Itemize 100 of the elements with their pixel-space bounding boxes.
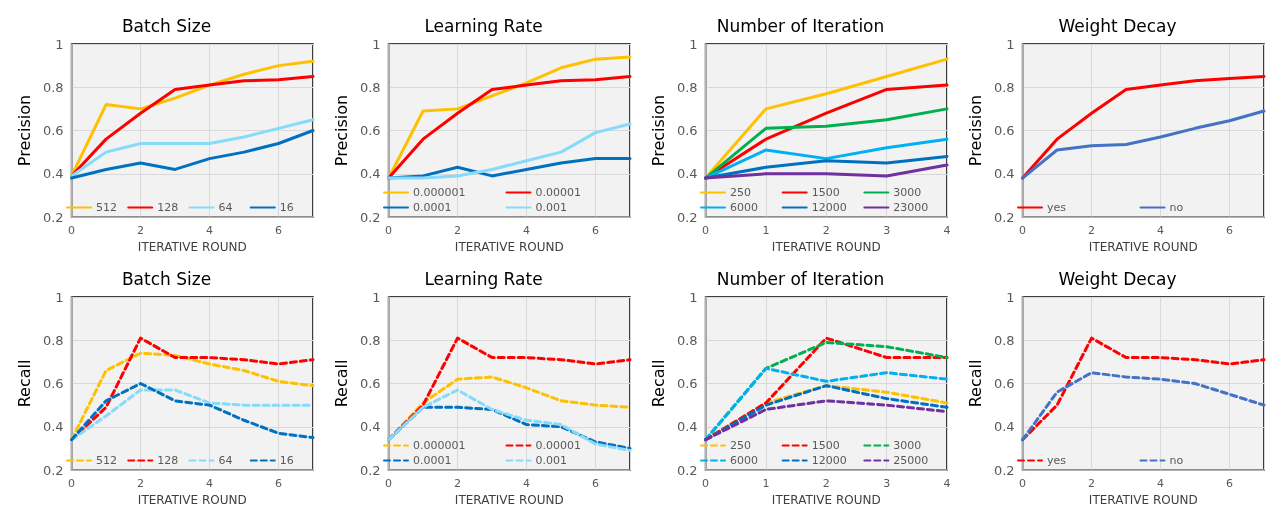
line-series <box>387 122 632 180</box>
y-axis-title: Precision <box>648 94 668 167</box>
legend-label: 12000 <box>811 454 847 467</box>
x-tick-label: 6 <box>592 224 600 237</box>
y-tick-label: 0.6 <box>359 376 381 391</box>
x-tick-label: 0 <box>1019 477 1027 490</box>
legend-label: no <box>1169 454 1184 467</box>
x-tick-label: 6 <box>275 477 283 490</box>
legend-label: 6000 <box>730 454 758 467</box>
x-tick-label: 0 <box>68 477 76 490</box>
line-series <box>704 154 949 180</box>
line-series <box>387 74 632 180</box>
chart-title: Learning Rate <box>424 268 543 289</box>
chart-title: Learning Rate <box>424 15 543 36</box>
y-tick-label: 1 <box>1006 36 1015 52</box>
x-axis-title: ITERATIVE ROUND <box>454 492 564 507</box>
y-tick-label: 0.8 <box>42 332 64 348</box>
x-axis-title: ITERATIVE ROUND <box>454 239 564 254</box>
y-tick-label: 0.6 <box>676 376 698 391</box>
chart-title: Batch Size <box>121 15 212 36</box>
y-tick-label: 0.2 <box>359 209 381 225</box>
y-tick-label: 0.2 <box>42 209 64 225</box>
y-axis-title: Precision <box>331 94 351 167</box>
x-tick-label: 3 <box>883 477 891 490</box>
y-tick-label: 1 <box>55 36 64 52</box>
legend-label: 25000 <box>893 454 929 467</box>
legend-label: 3000 <box>893 186 922 199</box>
line-series <box>70 129 315 180</box>
x-tick-label: 0 <box>385 477 393 490</box>
legend-label: no <box>1169 201 1184 214</box>
y-tick-label: 0.2 <box>676 462 698 478</box>
y-tick-label: 0.4 <box>42 419 64 435</box>
y-tick-label: 0.2 <box>359 462 381 478</box>
y-tick-label: 0.8 <box>359 332 381 348</box>
legend-label: 128 <box>157 454 179 467</box>
y-tick-label: 0.8 <box>993 79 1015 95</box>
legend-label: 3000 <box>893 439 922 452</box>
legend-label: 128 <box>157 201 179 214</box>
x-axis-title: ITERATIVE ROUND <box>771 492 881 507</box>
legend-label: 1500 <box>811 439 840 452</box>
x-tick-label: 0 <box>702 477 710 490</box>
legend-label: 0.0001 <box>413 201 452 214</box>
legend-label: 0.001 <box>535 201 567 214</box>
y-tick-label: 1 <box>689 36 698 52</box>
x-tick-label: 2 <box>137 477 145 490</box>
y-axis-title: Recall <box>331 359 351 408</box>
y-axis-title: Precision <box>14 94 34 167</box>
y-tick-label: 0.4 <box>676 419 698 435</box>
x-tick-label: 6 <box>275 224 283 237</box>
line-series <box>704 137 949 180</box>
x-tick-label: 4 <box>206 224 214 237</box>
line-series <box>1021 371 1266 442</box>
y-tick-label: 0.2 <box>993 209 1015 225</box>
y-tick-label: 0.6 <box>42 376 64 391</box>
x-tick-label: 2 <box>454 477 462 490</box>
legend-label: 16 <box>279 201 294 214</box>
x-tick-label: 0 <box>385 224 393 237</box>
x-axis-title: ITERATIVE ROUND <box>771 239 881 254</box>
x-axis-title: ITERATIVE ROUND <box>137 239 247 254</box>
legend-label: 250 <box>730 186 751 199</box>
chart-title: Weight Decay <box>1058 15 1177 36</box>
legend-label: 0.000001 <box>413 439 466 452</box>
x-tick-label: 4 <box>523 224 531 237</box>
legend-label: 1500 <box>811 186 840 199</box>
x-tick-label: 2 <box>454 224 462 237</box>
x-tick-label: 1 <box>762 477 770 490</box>
legend-label: 250 <box>730 439 751 452</box>
x-tick-label: 2 <box>822 224 830 237</box>
x-tick-label: 4 <box>523 477 531 490</box>
chart-title: Weight Decay <box>1058 268 1177 289</box>
line-series <box>1021 109 1266 180</box>
x-tick-label: 4 <box>943 477 951 490</box>
x-axis-title: ITERATIVE ROUND <box>1088 239 1198 254</box>
legend-label: 512 <box>96 201 117 214</box>
x-tick-label: 0 <box>1019 224 1027 237</box>
x-tick-label: 4 <box>1157 477 1165 490</box>
y-tick-label: 0.4 <box>993 419 1015 435</box>
y-tick-label: 0.6 <box>993 123 1015 138</box>
x-tick-label: 6 <box>1226 224 1234 237</box>
x-tick-label: 6 <box>592 477 600 490</box>
x-tick-label: 2 <box>1088 477 1096 490</box>
y-tick-label: 1 <box>689 289 698 305</box>
line-series <box>704 163 949 180</box>
y-tick-label: 0.2 <box>676 209 698 225</box>
y-tick-label: 0.4 <box>359 166 381 182</box>
x-tick-label: 4 <box>1157 224 1165 237</box>
y-axis-title: Recall <box>965 359 985 408</box>
x-tick-label: 4 <box>206 477 214 490</box>
legend-label: 64 <box>218 454 233 467</box>
legend-label: 0.000001 <box>413 186 466 199</box>
y-tick-label: 0.4 <box>359 419 381 435</box>
y-tick-label: 0.8 <box>359 79 381 95</box>
legend-label: 0.0001 <box>413 454 452 467</box>
legend-label: yes <box>1047 454 1067 467</box>
y-tick-label: 1 <box>1006 289 1015 305</box>
y-tick-label: 0.8 <box>42 79 64 95</box>
x-tick-label: 0 <box>68 224 76 237</box>
legend-label: 6000 <box>730 201 758 214</box>
y-tick-label: 0.8 <box>676 332 698 348</box>
x-tick-label: 2 <box>822 477 830 490</box>
